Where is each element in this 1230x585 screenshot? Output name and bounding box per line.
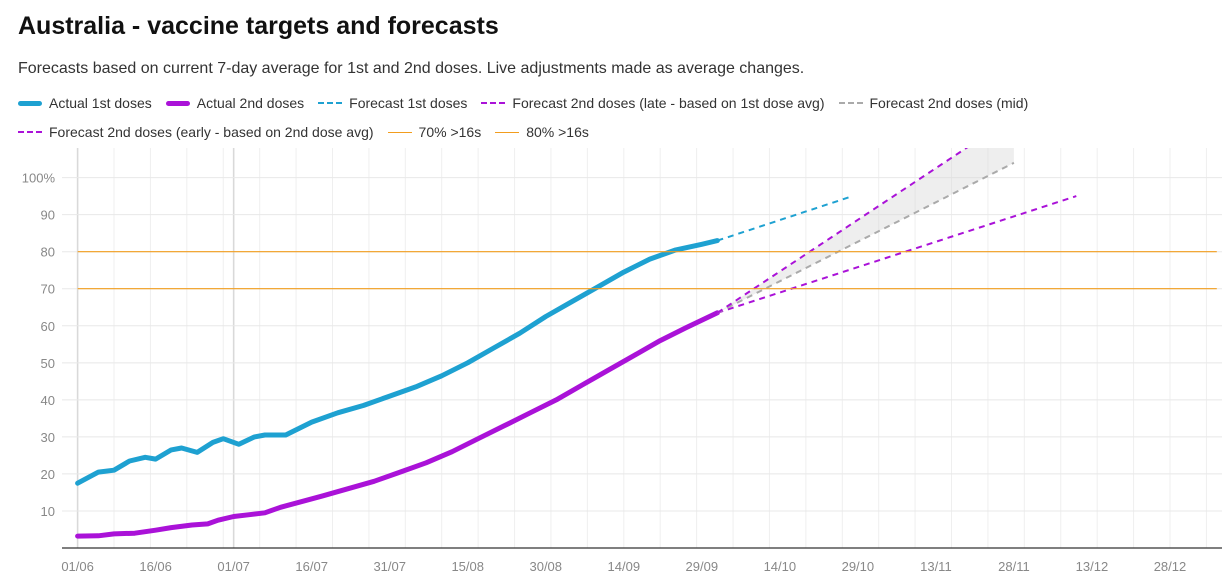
x-tick-label: 01/06 [61, 559, 94, 574]
legend-swatch [18, 100, 42, 106]
legend-item: 80% >16s [495, 123, 589, 141]
y-tick-label: 80 [41, 245, 55, 260]
y-tick-label: 70 [41, 282, 55, 297]
x-tick-label: 01/07 [217, 559, 250, 574]
series-line-2 [717, 195, 854, 242]
series-line-4 [716, 161, 1015, 314]
series-line-3 [717, 195, 1077, 314]
y-tick-label: 100% [22, 171, 56, 186]
legend-label: Actual 1st doses [49, 95, 152, 111]
legend-swatch [387, 131, 412, 133]
legend-label: Forecast 2nd doses (mid) [869, 95, 1029, 111]
series-line-1 [75, 310, 720, 539]
x-tick-label: 30/08 [529, 559, 562, 574]
legend-swatch [481, 102, 506, 104]
legend-item: Actual 1st doses [18, 94, 152, 112]
series-lines [75, 148, 1217, 539]
x-tick-label: 15/08 [451, 559, 484, 574]
x-tick-label: 16/06 [139, 559, 172, 574]
gridlines [62, 148, 1222, 549]
y-tick-label: 40 [41, 393, 55, 408]
legend-swatch [18, 131, 42, 133]
x-tick-label: 16/07 [295, 559, 328, 574]
y-tick-label: 30 [41, 430, 55, 445]
x-tick-label: 13/11 [920, 559, 952, 574]
y-tick-label: 60 [41, 319, 55, 334]
y-tick-label: 90 [41, 208, 55, 223]
series-line-5 [716, 148, 969, 314]
legend-swatch [838, 102, 863, 104]
y-tick-label: 50 [41, 356, 55, 371]
legend-label: Forecast 1st doses [349, 95, 468, 111]
x-tick-label: 28/11 [998, 559, 1030, 574]
legend-swatch [495, 131, 520, 133]
legend-item: Forecast 2nd doses (early - based on 2nd… [18, 123, 374, 141]
x-tick-label: 14/09 [608, 559, 641, 574]
x-tick-label: 29/09 [686, 559, 719, 574]
legend-swatch [318, 102, 343, 104]
legend: Actual 1st doses Actual 2nd doses Forecast… [18, 94, 1218, 141]
chart-subtitle: Forecasts based on current 7-day average… [18, 60, 805, 77]
legend-label: Forecast 2nd doses (early - based on 2nd… [49, 124, 374, 140]
tick-labels: 01/06 16/06 01/07 16/07 31/07 15/08 30/08 14/09… [22, 171, 1187, 574]
legend-item: 70% >16s [387, 123, 482, 141]
legend-label: 80% >16s [526, 124, 589, 140]
x-tick-label: 28/12 [1154, 559, 1187, 574]
legend-item: Actual 2nd doses [165, 94, 305, 112]
legend-label: Actual 2nd doses [196, 95, 305, 111]
x-tick-label: 14/10 [764, 559, 797, 574]
forecast-range-band [717, 148, 1014, 313]
chart-title: Australia - vaccine targets and forecast… [18, 12, 499, 40]
legend-item: Forecast 2nd doses (late - based on 1st … [481, 94, 825, 112]
series-line-0 [75, 238, 720, 486]
legend-label: 70% >16s [418, 124, 482, 140]
legend-item: Forecast 1st doses [318, 94, 467, 112]
x-tick-label: 29/10 [842, 559, 875, 574]
y-tick-label: 20 [41, 467, 55, 482]
legend-item: Forecast 2nd doses (mid) [838, 94, 1029, 112]
x-tick-label: 31/07 [373, 559, 406, 574]
legend-swatch [165, 100, 190, 106]
x-tick-label: 13/12 [1076, 559, 1109, 574]
legend-label: Forecast 2nd doses (late - based on 1st … [512, 95, 825, 111]
y-tick-label: 10 [41, 504, 55, 519]
forecast-band [717, 148, 1014, 313]
